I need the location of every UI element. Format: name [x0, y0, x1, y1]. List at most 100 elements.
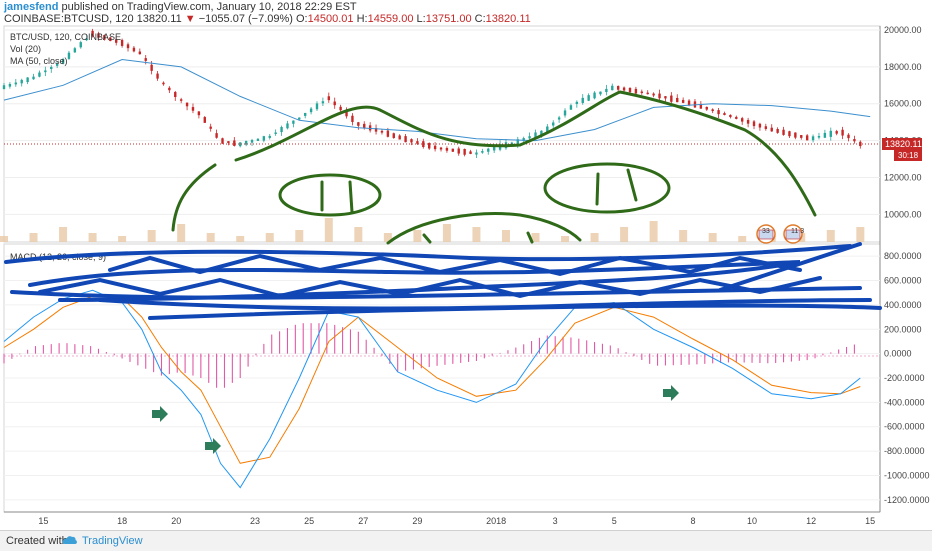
candle-body: [20, 79, 23, 84]
time-tick-label: 10: [747, 516, 757, 526]
candle-body: [239, 142, 242, 147]
candle-body: [303, 112, 307, 116]
scribble-stroke-6: [718, 242, 862, 292]
candle-body: [516, 139, 519, 145]
candle-body: [433, 145, 437, 150]
candle-body: [2, 85, 6, 90]
time-tick-label: 5: [612, 516, 617, 526]
candle-body: [150, 64, 153, 71]
legend-ma: MA (50, close): [10, 56, 68, 66]
author-link[interactable]: jamesfend: [4, 1, 59, 13]
candle-body: [103, 35, 106, 40]
publish-text: published on TradingView.com, January 10…: [61, 1, 357, 13]
macd-line: [3, 289, 861, 489]
candle-body: [811, 136, 815, 141]
macd-tick-label: 0.0000: [884, 349, 912, 359]
volume-bar: [354, 227, 363, 242]
candle-body: [221, 138, 224, 144]
candle-body: [14, 82, 18, 85]
legend-volume: Vol (20): [10, 44, 41, 54]
scribble-stroke-1: [4, 244, 852, 264]
volume-bar: [88, 233, 97, 242]
candle-body: [445, 148, 449, 151]
macd-tick-label: -1000.0000: [884, 470, 930, 480]
event-badge-2[interactable]: 11 3: [783, 224, 804, 244]
event-badge-1[interactable]: 33: [756, 224, 776, 244]
chart-canvas[interactable]: 20000.0018000.0016000.0014000.0012000.00…: [0, 0, 932, 530]
candle-body: [244, 140, 248, 145]
price-tick-label: 10000.00: [884, 209, 922, 219]
candle-body: [227, 141, 230, 144]
close-value: 13820.11: [485, 13, 531, 25]
candle-body: [634, 88, 638, 94]
time-tick-label: 15: [865, 516, 875, 526]
legend-symbol: BTC/USD, 120, COINBASE: [10, 32, 121, 42]
candle-body: [126, 44, 130, 49]
candle-body: [587, 95, 590, 101]
candle-body: [256, 138, 260, 141]
candle-body: [593, 92, 596, 99]
candle-body: [109, 37, 112, 42]
candle-body: [209, 126, 212, 129]
time-tick-label: 18: [117, 516, 127, 526]
candle-body: [599, 91, 602, 95]
macd-tick-label: -800.0000: [884, 446, 925, 456]
volume-bar: [295, 230, 304, 242]
open-value: 14500.01: [307, 13, 354, 25]
volume-bar: [177, 224, 186, 242]
candle-body: [835, 131, 838, 134]
mouth-marks: [422, 231, 534, 244]
candle-body: [469, 151, 472, 154]
candle-body: [847, 134, 850, 139]
candle-body: [428, 143, 431, 149]
volume-bar: [590, 233, 599, 242]
macd-tick-label: -400.0000: [884, 397, 925, 407]
candle-body: [611, 85, 614, 91]
candle-body: [752, 121, 756, 127]
footer-bar: Created with TradingView: [0, 530, 932, 551]
candle-body: [191, 107, 195, 111]
candle-body: [8, 83, 12, 87]
scribble-stroke-5: [148, 303, 882, 320]
chart-header: jamesfend published on TradingView.com, …: [0, 0, 932, 26]
candle-body: [386, 130, 390, 137]
macd-histogram: [3, 323, 855, 388]
candle-body: [138, 51, 142, 55]
candle-body: [776, 129, 779, 133]
time-tick-label: 20: [171, 516, 181, 526]
candle-body: [800, 135, 803, 138]
candle-body: [764, 126, 768, 129]
volume-bar: [620, 227, 629, 242]
volume-bar: [413, 230, 422, 242]
candle-body: [410, 139, 413, 143]
candle-body: [841, 129, 844, 136]
candle-body: [357, 122, 360, 126]
footer-brand-link[interactable]: TradingView: [82, 535, 143, 547]
candle-body: [457, 148, 460, 154]
right-eye: [543, 162, 671, 214]
candle-body: [44, 70, 47, 73]
candle-body: [398, 135, 401, 140]
candle-body: [262, 136, 266, 141]
countdown-tag: [894, 150, 922, 161]
candle-body: [670, 95, 673, 102]
candle-body: [746, 119, 750, 124]
volume-bar: [29, 233, 38, 242]
candle-body: [351, 115, 354, 122]
candle-body: [451, 148, 455, 152]
volume-bar: [708, 233, 717, 242]
candle-body: [85, 38, 88, 41]
volume-bar: [324, 218, 333, 242]
candle-body: [268, 135, 271, 138]
last-price: 13820.11: [136, 13, 182, 25]
mouth: [386, 212, 582, 245]
candle-body: [557, 117, 561, 120]
footer-created-with: Created with: [6, 535, 68, 547]
candle-body: [805, 135, 809, 141]
annotation-arrows: [152, 385, 679, 454]
candle-body: [853, 139, 856, 142]
candle-body: [327, 96, 331, 101]
time-tick-label: 2018: [486, 516, 506, 526]
macd-axis-labels: 800.0000 600.0000 400.0000 200.0000 0.0000 -2…: [884, 251, 930, 505]
candle-body: [528, 136, 531, 139]
